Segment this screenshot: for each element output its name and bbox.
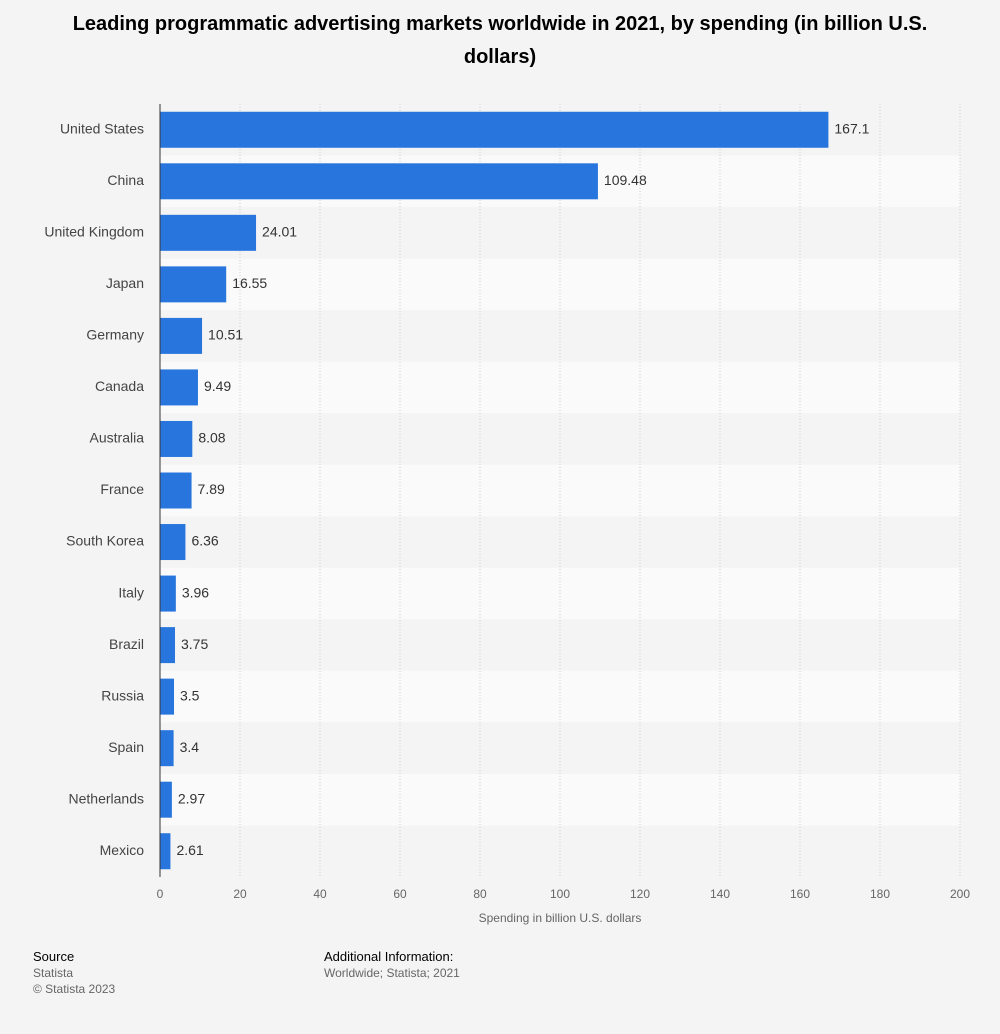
value-label: 8.08 [198,430,225,446]
bar [160,833,171,870]
bar [160,266,227,303]
value-label: 3.75 [181,636,208,652]
info-text: Worldwide; Statista; 2021 [324,966,460,980]
y-tick-label: Italy [118,584,144,600]
y-tick-label: Russia [101,687,144,703]
source-line: Statista [33,966,74,980]
bar [160,369,198,406]
y-tick-label: Japan [106,275,144,291]
x-tick-label: 80 [473,887,487,901]
value-label: 6.36 [191,533,218,549]
x-tick-label: 120 [630,887,650,901]
value-label: 7.89 [198,481,225,497]
value-label: 10.51 [208,327,243,343]
value-label: 2.97 [178,790,205,806]
x-tick-label: 200 [950,887,970,901]
x-tick-label: 60 [393,887,407,901]
y-tick-label: Germany [86,327,144,343]
info: Additional Information: Worldwide; Stati… [324,949,460,981]
bar [160,317,203,354]
y-tick-label: Mexico [100,842,145,858]
bar [160,678,174,715]
x-tick-label: 0 [157,887,164,901]
bar [160,420,193,457]
row-band [160,773,960,826]
bar [160,214,257,251]
y-tick-label: Canada [95,378,144,394]
y-tick-label: United States [60,120,144,136]
value-label: 3.96 [182,584,209,600]
source-line: © Statista 2023 [33,982,116,996]
info-heading: Additional Information: [324,949,454,964]
value-label: 16.55 [232,275,267,291]
x-tick-label: 180 [870,887,890,901]
value-label: 9.49 [204,378,231,394]
y-tick-label: Spain [108,739,144,755]
bar [160,163,598,200]
x-tick-label: 140 [710,887,730,901]
value-label: 2.61 [176,842,203,858]
bar [160,730,174,767]
x-axis-title: Spending in billion U.S. dollars [479,911,642,925]
bar [160,627,175,664]
x-tick-label: 20 [233,887,247,901]
value-label: 3.5 [180,687,200,703]
bar [160,472,192,509]
y-tick-label: Netherlands [69,790,145,806]
y-tick-label: Brazil [109,636,144,652]
y-tick-label: China [107,172,144,188]
bar [160,111,829,148]
value-label: 3.4 [180,739,200,755]
y-tick-label: Australia [90,430,145,446]
row-band [160,361,960,414]
bar [160,524,186,561]
y-tick-label: France [100,481,144,497]
chart-title: Leading programmatic advertising markets… [72,13,928,68]
value-label: 109.48 [604,172,647,188]
row-band [160,670,960,723]
bar [160,575,176,612]
x-tick-label: 160 [790,887,810,901]
row-band [160,464,960,517]
chart: 0 20 40 60 80 100 120 140 160 180 200 Spending in b… [44,104,970,925]
x-tick-label: 100 [550,887,570,901]
value-label: 167.1 [834,120,869,136]
source: Source Statista © Statista 2023 [33,949,115,997]
y-tick-label: United Kingdom [44,224,144,240]
value-label: 24.01 [262,224,297,240]
y-tick-label: South Korea [66,533,144,549]
source-heading: Source [33,949,75,964]
bar [160,781,172,818]
x-tick-label: 40 [313,887,327,901]
